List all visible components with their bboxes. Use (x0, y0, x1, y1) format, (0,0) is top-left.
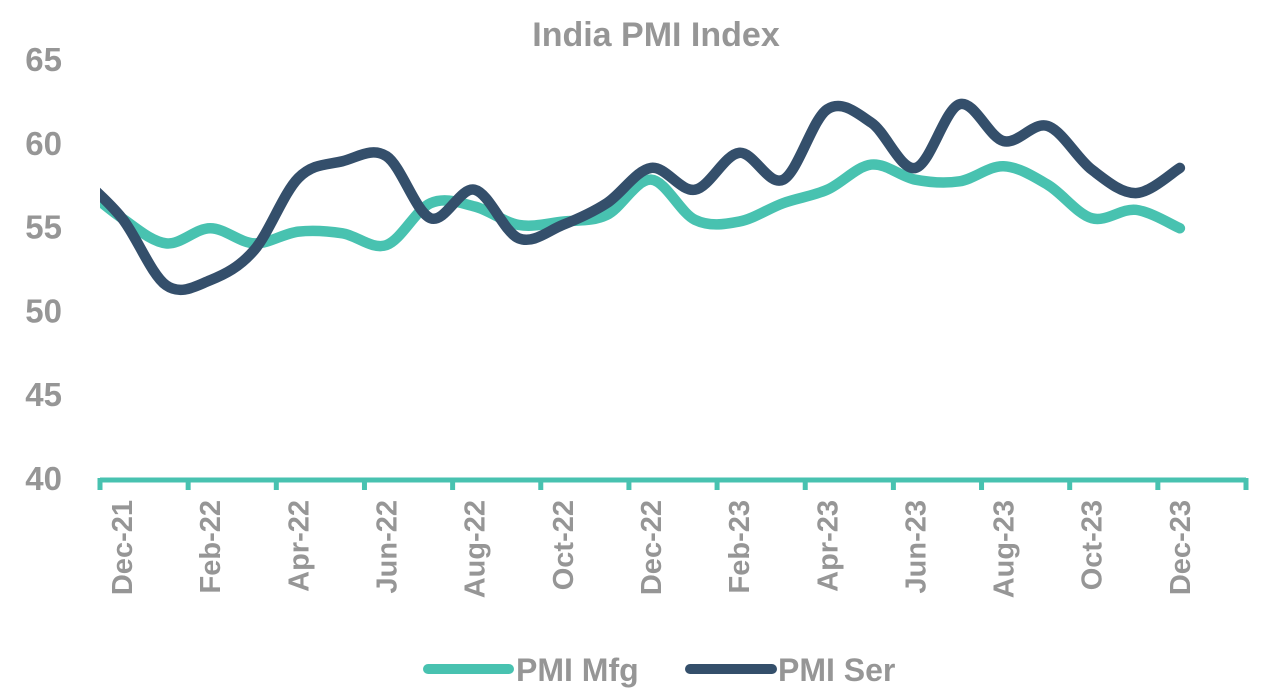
x-tick-label: Jun-23 (900, 500, 932, 593)
x-tick-label: Aug-23 (989, 500, 1021, 598)
chart-title: India PMI Index (532, 16, 780, 54)
x-tick-label: Dec-23 (1165, 500, 1197, 595)
x-tick-label: Feb-23 (724, 500, 756, 593)
x-axis-tick-labels: Dec-21 Feb-22 Apr-22 Jun-22 Aug-22 Oct-22 Dec-… (107, 500, 1197, 598)
x-tick-label: Jun-22 (372, 500, 404, 593)
y-tick-label: 40 (25, 460, 62, 497)
x-tick-label: Apr-23 (812, 500, 844, 592)
series-layer (100, 98, 1186, 296)
y-tick-label: 65 (25, 41, 62, 78)
x-tick-label: Dec-21 (107, 500, 139, 595)
y-tick-label: 45 (25, 376, 62, 413)
y-axis-tick-labels: 40 45 50 55 60 65 (25, 41, 62, 497)
x-tick-label: Oct-23 (1077, 500, 1109, 590)
series-line-pmi-ser (100, 98, 1186, 296)
x-tick-label: Feb-22 (195, 500, 227, 593)
y-tick-label: 50 (25, 292, 62, 329)
x-tick-label: Oct-22 (548, 500, 580, 590)
y-tick-label: 55 (25, 209, 62, 246)
x-tick-label: Dec-22 (636, 500, 668, 595)
legend-label-pmi-ser: PMI Ser (778, 652, 895, 688)
y-tick-label: 60 (25, 125, 62, 162)
x-axis (97, 477, 1249, 490)
x-tick-label: Aug-22 (460, 500, 492, 598)
x-tick-label: Apr-22 (283, 500, 315, 592)
legend: PMI Mfg PMI Ser (423, 652, 895, 688)
legend-label-pmi-mfg: PMI Mfg (516, 652, 639, 688)
